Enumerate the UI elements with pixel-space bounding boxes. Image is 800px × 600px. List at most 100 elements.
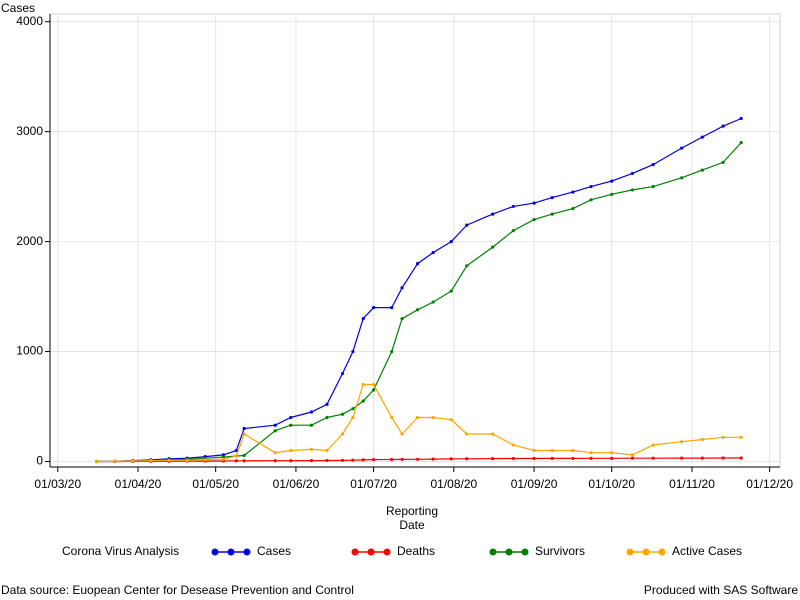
- point: [511, 204, 515, 209]
- point: [491, 432, 495, 436]
- point: [491, 212, 495, 216]
- point: [610, 179, 614, 183]
- point: [167, 458, 171, 463]
- point: [273, 459, 277, 463]
- footnote: Data source: Euopean Center for Desease …: [1, 583, 354, 597]
- point: [651, 185, 655, 189]
- point: [325, 415, 329, 420]
- x-axis-label: Reporting: [386, 504, 438, 518]
- point: [700, 437, 704, 442]
- legend-title: Corona Virus Analysis: [62, 544, 179, 558]
- x-tick-label: 01/08/20: [430, 477, 477, 491]
- point: [511, 443, 515, 447]
- point: [325, 402, 329, 406]
- point: [721, 435, 725, 439]
- x-tick-label: 01/09/20: [511, 477, 558, 491]
- legend-marker: [211, 548, 219, 556]
- x-tick-label: 01/07/20: [350, 477, 397, 491]
- point: [651, 443, 655, 447]
- point: [415, 308, 420, 312]
- point: [739, 116, 743, 121]
- point: [571, 190, 575, 194]
- point: [351, 458, 355, 462]
- point: [400, 432, 404, 436]
- legend-label: Deaths: [397, 544, 435, 558]
- point: [532, 448, 536, 453]
- point: [221, 453, 226, 457]
- point: [739, 435, 743, 439]
- point: [309, 410, 314, 414]
- point: [400, 286, 404, 290]
- point: [589, 451, 593, 455]
- point: [340, 458, 345, 463]
- y-tick-label: 2000: [16, 234, 43, 248]
- point: [449, 289, 453, 293]
- point: [630, 188, 635, 192]
- point: [390, 305, 394, 310]
- x-tick-label: 01/03/20: [34, 477, 81, 491]
- point: [431, 300, 435, 304]
- point: [113, 459, 117, 463]
- point: [131, 459, 135, 463]
- point: [532, 201, 536, 205]
- point: [351, 349, 355, 354]
- point: [415, 415, 420, 420]
- point: [273, 423, 277, 427]
- legend-marker: [521, 548, 529, 556]
- x-tick-label: 01/06/20: [273, 477, 320, 491]
- point: [289, 423, 293, 427]
- point: [185, 458, 189, 463]
- point: [721, 456, 725, 460]
- point: [651, 456, 655, 460]
- point: [680, 176, 684, 180]
- x-tick-label: 01/04/20: [115, 477, 162, 491]
- legend-marker: [351, 548, 359, 556]
- point: [309, 447, 314, 452]
- point: [273, 429, 277, 433]
- point: [361, 382, 365, 387]
- point: [203, 458, 207, 462]
- point: [449, 418, 453, 422]
- point: [94, 459, 99, 464]
- point: [415, 457, 420, 461]
- point: [325, 448, 329, 453]
- point: [700, 135, 704, 139]
- point: [390, 349, 394, 354]
- point: [739, 456, 743, 460]
- legend-marker: [227, 548, 235, 556]
- point: [371, 388, 376, 392]
- point: [400, 457, 404, 462]
- point: [465, 223, 469, 227]
- legend-marker: [243, 548, 251, 556]
- point: [511, 456, 515, 461]
- legend-marker: [642, 548, 650, 556]
- point: [610, 451, 614, 455]
- point: [234, 454, 238, 458]
- point: [431, 457, 435, 461]
- point: [289, 415, 293, 420]
- point: [351, 407, 355, 411]
- x-axis-label: Date: [399, 518, 425, 532]
- point: [309, 423, 314, 427]
- point: [340, 412, 345, 416]
- footnote: Produced with SAS Software: [644, 583, 798, 597]
- point: [589, 198, 593, 202]
- point: [610, 192, 614, 196]
- point: [390, 415, 394, 420]
- x-tick-label: 01/05/20: [192, 477, 239, 491]
- point: [700, 456, 704, 460]
- point: [511, 229, 515, 233]
- point: [680, 146, 684, 150]
- point: [721, 124, 725, 128]
- point: [361, 399, 365, 403]
- legend-marker: [489, 548, 497, 556]
- y-tick-label: 0: [36, 454, 43, 468]
- point: [630, 456, 635, 460]
- point: [589, 185, 593, 189]
- x-tick-label: 01/10/20: [588, 477, 635, 491]
- point: [221, 455, 226, 459]
- point: [415, 261, 420, 266]
- point: [465, 432, 469, 436]
- point: [571, 448, 575, 453]
- point: [242, 426, 246, 431]
